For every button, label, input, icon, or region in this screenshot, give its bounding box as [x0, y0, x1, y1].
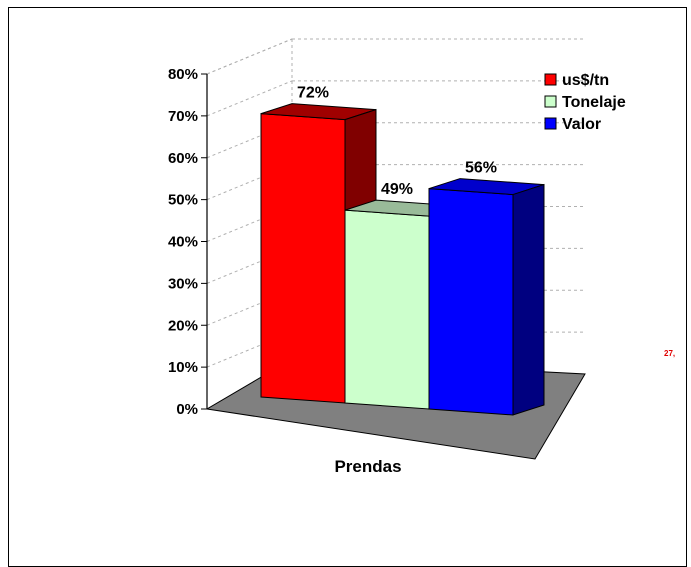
y-tick-label: 10%: [168, 359, 198, 376]
bar-front: [428, 188, 514, 416]
y-axis: 0% 10% 20% 30% 40% 50% 60% 70% 80%: [168, 66, 208, 418]
legend-swatch: [544, 117, 557, 130]
data-label: 72%: [297, 85, 329, 102]
y-tick-label: 70%: [168, 108, 198, 125]
bar-front: [260, 113, 346, 404]
legend: us$/tn Tonelaje Valor: [544, 72, 626, 133]
bar-front: [344, 209, 430, 410]
data-labels: 72% 49% 56%: [297, 85, 497, 199]
legend-swatch: [544, 73, 557, 86]
legend-swatch: [544, 95, 557, 108]
left-wall-top-edge: [206, 38, 293, 75]
side-note: 27,: [664, 349, 675, 358]
legend-label: us$/tn: [562, 72, 609, 89]
legend-label: Valor: [562, 116, 601, 133]
y-tick-label: 0%: [176, 401, 198, 418]
y-tick-label: 50%: [168, 192, 198, 209]
data-label: 49%: [381, 181, 413, 198]
y-tick-label: 40%: [168, 234, 198, 251]
chart-bars: [260, 103, 545, 416]
legend-label: Tonelaje: [562, 94, 626, 111]
y-tick-label: 80%: [168, 66, 198, 83]
y-tick-label: 60%: [168, 150, 198, 167]
bar-side: [512, 183, 545, 416]
chart-3d-bar: 0% 10% 20% 30% 40% 50% 60% 70% 80% 72% 49% 56% us$…: [168, 38, 675, 476]
data-label: 56%: [465, 160, 497, 177]
y-tick-label: 20%: [168, 317, 198, 334]
x-category-label: Prendas: [334, 457, 401, 476]
y-tick-label: 30%: [168, 275, 198, 292]
